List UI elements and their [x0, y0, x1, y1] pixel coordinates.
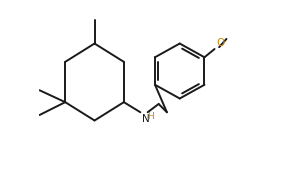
Text: O: O	[216, 38, 225, 48]
Text: H: H	[147, 112, 154, 121]
Text: N: N	[142, 113, 149, 124]
